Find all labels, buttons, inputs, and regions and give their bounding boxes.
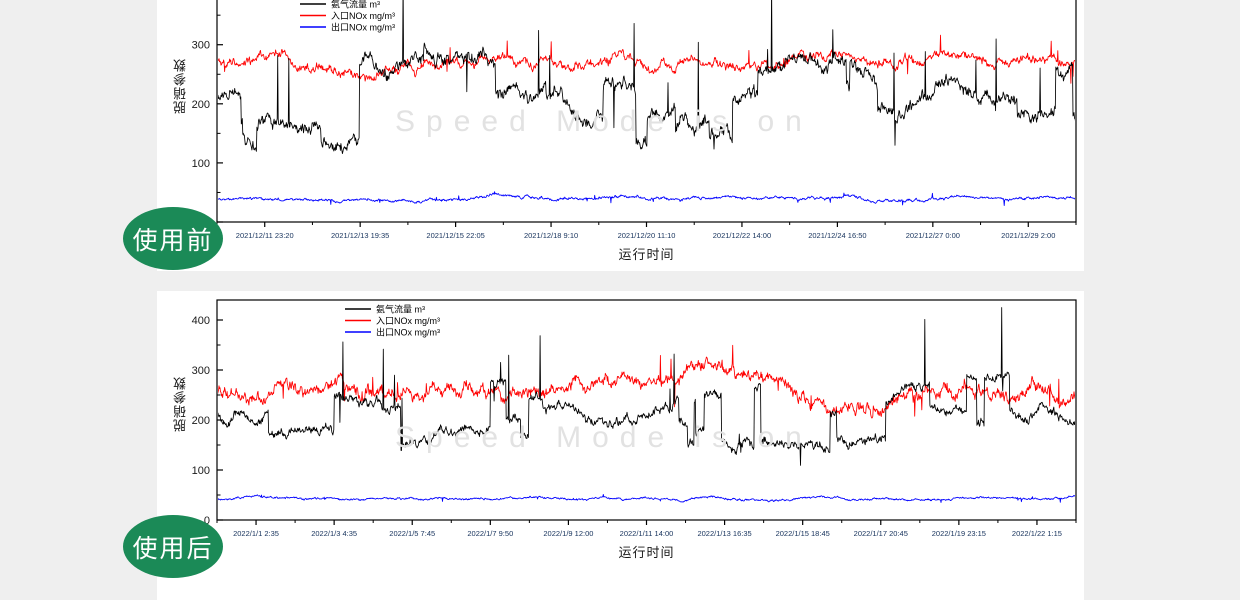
- svg-text:2021/12/29 2:00: 2021/12/29 2:00: [1001, 231, 1055, 240]
- svg-text:2021/12/24 16:50: 2021/12/24 16:50: [808, 231, 866, 240]
- svg-text:2022/1/5 7:45: 2022/1/5 7:45: [389, 529, 435, 538]
- plot-area-after: 0 100 200 300 400 2022/1/1 2:35 2022/1/3 4:35 2…: [192, 299, 1077, 538]
- y-axis-title-after: 脱硝参数: [173, 376, 188, 432]
- svg-text:2022/1/15 18:45: 2022/1/15 18:45: [776, 529, 830, 538]
- svg-text:2021/12/13 19:35: 2021/12/13 19:35: [331, 231, 389, 240]
- svg-text:入口NOx mg/m³: 入口NOx mg/m³: [376, 316, 440, 326]
- svg-text:100: 100: [192, 465, 210, 477]
- svg-text:2021/12/22 14:00: 2021/12/22 14:00: [713, 231, 771, 240]
- chart-before-use: 01002003004002021/12/11 23:202021/12/13 …: [157, 0, 1084, 271]
- chart-card-after: 0 100 200 300 400 2022/1/1 2:35 2022/1/3 4:35 2…: [157, 291, 1084, 600]
- svg-text:2022/1/22 1:15: 2022/1/22 1:15: [1012, 529, 1062, 538]
- svg-text:2021/12/11 23:20: 2021/12/11 23:20: [236, 231, 294, 240]
- badge-before-label: 使用前: [132, 226, 214, 255]
- plot-area-before: 01002003004002021/12/11 23:202021/12/13 …: [192, 0, 1077, 240]
- svg-text:100: 100: [192, 158, 210, 170]
- svg-text:2021/12/15 22:05: 2021/12/15 22:05: [426, 231, 484, 240]
- svg-text:2022/1/19 23:15: 2022/1/19 23:15: [932, 529, 986, 538]
- svg-text:出口NOx mg/m³: 出口NOx mg/m³: [376, 327, 440, 338]
- chart-after-use: 0 100 200 300 400 2022/1/1 2:35 2022/1/3 4:35 2…: [157, 291, 1084, 600]
- svg-text:2022/1/13 16:35: 2022/1/13 16:35: [697, 529, 751, 538]
- badge-after-use: 使用后: [123, 515, 223, 578]
- svg-text:300: 300: [192, 365, 210, 377]
- badge-after-label: 使用后: [132, 534, 214, 563]
- svg-text:300: 300: [192, 40, 210, 52]
- svg-text:2021/12/18 9:10: 2021/12/18 9:10: [524, 231, 578, 240]
- svg-text:2022/1/1 2:35: 2022/1/1 2:35: [233, 529, 279, 538]
- x-axis-title-before: 运行时间: [618, 247, 675, 262]
- svg-text:2022/1/11 14:00: 2022/1/11 14:00: [620, 529, 674, 538]
- svg-text:2022/1/7 9:50: 2022/1/7 9:50: [467, 529, 513, 538]
- svg-text:出口NOx mg/m³: 出口NOx mg/m³: [331, 22, 395, 33]
- svg-text:2022/1/17 20:45: 2022/1/17 20:45: [854, 529, 908, 538]
- svg-text:200: 200: [192, 99, 210, 111]
- svg-text:氨气流量 m³: 氨气流量 m³: [331, 0, 380, 10]
- svg-text:2022/1/3 4:35: 2022/1/3 4:35: [311, 529, 357, 538]
- badge-before-use: 使用前: [123, 207, 223, 270]
- svg-text:2022/1/9 12:00: 2022/1/9 12:00: [543, 529, 593, 538]
- svg-text:2021/12/20 11:10: 2021/12/20 11:10: [618, 231, 676, 240]
- svg-text:0: 0: [204, 515, 210, 527]
- x-axis-title-after: 运行时间: [618, 545, 675, 560]
- svg-text:入口NOx mg/m³: 入口NOx mg/m³: [331, 11, 395, 21]
- svg-text:氨气流量 m³: 氨气流量 m³: [376, 304, 425, 315]
- svg-text:2021/12/27 0:00: 2021/12/27 0:00: [906, 231, 960, 240]
- chart-card-before: 01002003004002021/12/11 23:202021/12/13 …: [157, 0, 1084, 271]
- svg-text:400: 400: [192, 315, 210, 327]
- svg-text:200: 200: [192, 415, 210, 427]
- y-axis-title-before: 脱硝参数: [173, 58, 188, 114]
